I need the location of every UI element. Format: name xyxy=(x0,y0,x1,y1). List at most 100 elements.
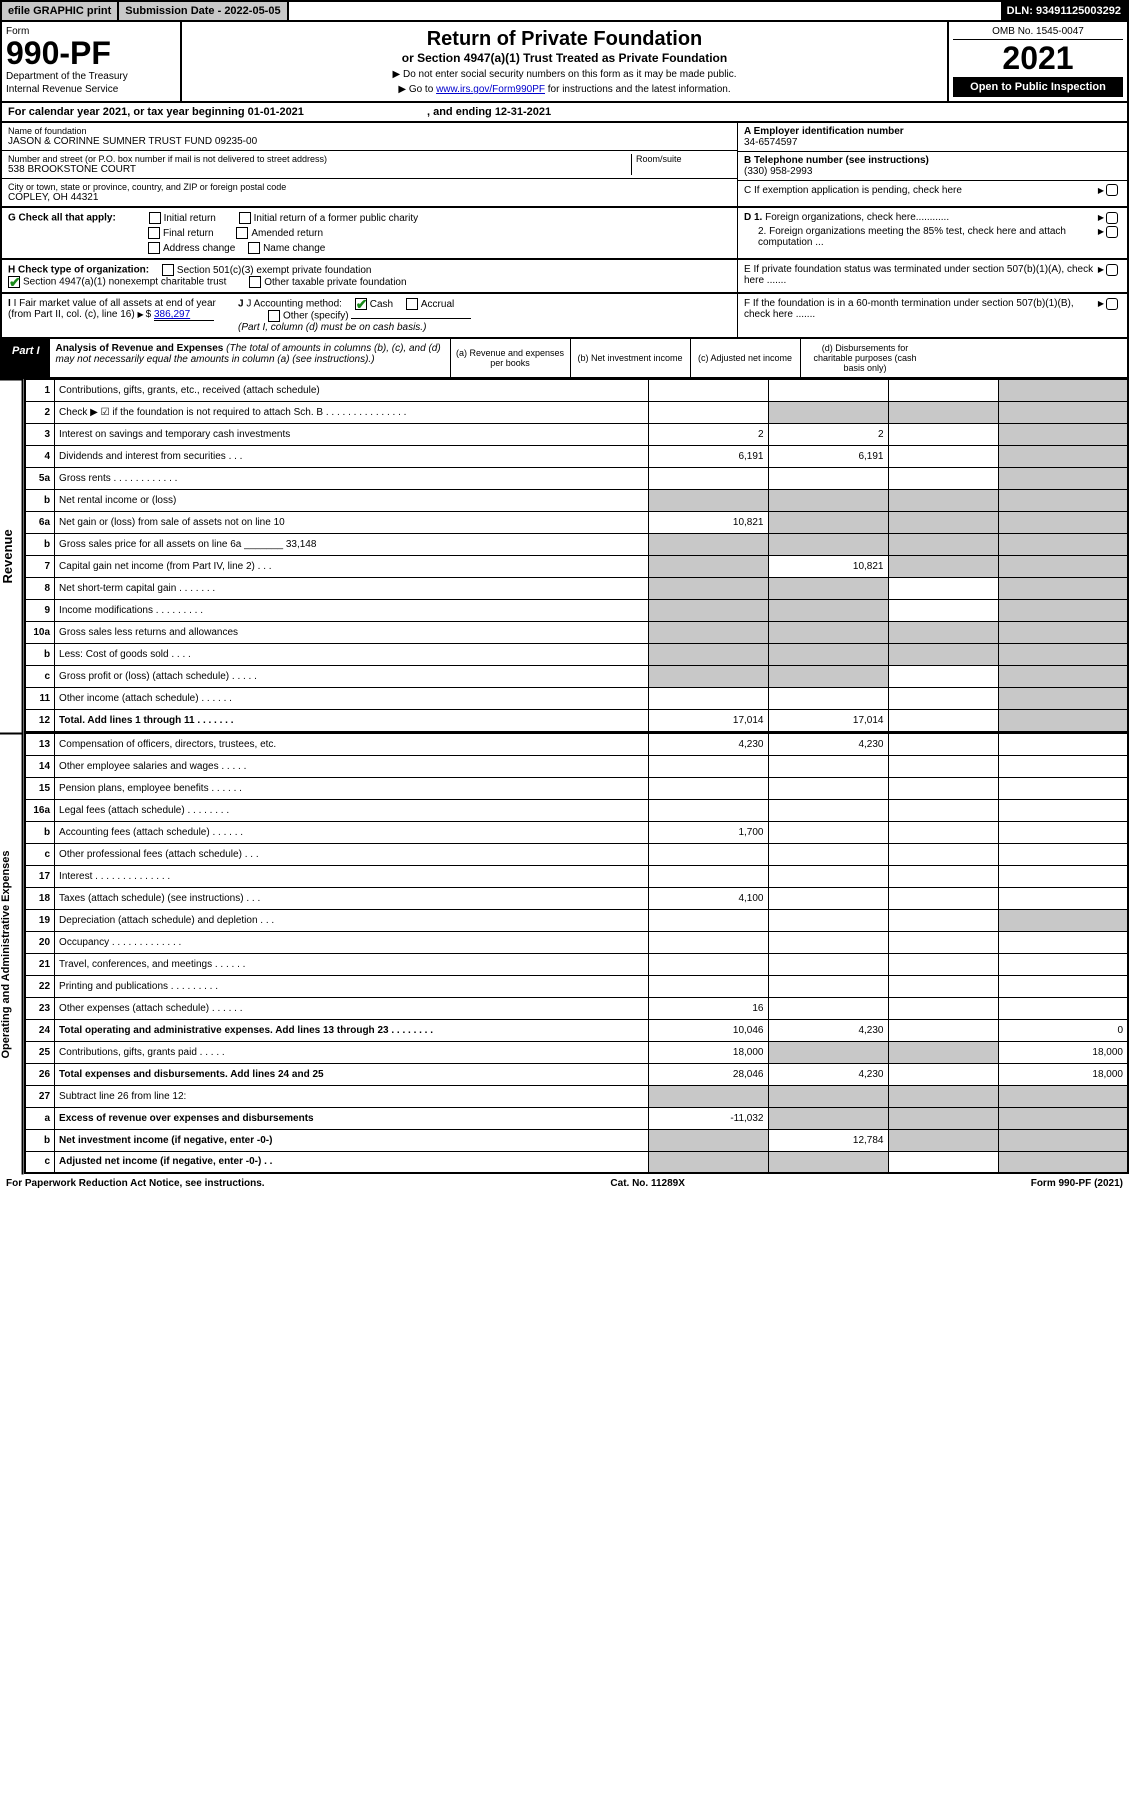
efile-label[interactable]: efile GRAPHIC print xyxy=(2,2,119,20)
irs-link[interactable]: www.irs.gov/Form990PF xyxy=(436,84,545,95)
table-row: bLess: Cost of goods sold . . . . xyxy=(25,644,1128,666)
expenses-side-label: Operating and Administrative Expenses xyxy=(0,733,24,1175)
part1-header: Part I Analysis of Revenue and Expenses … xyxy=(0,339,1129,379)
revenue-side-label: Revenue xyxy=(0,379,24,733)
form-number: 990-PF xyxy=(6,37,176,69)
table-row: 4Dividends and interest from securities … xyxy=(25,446,1128,468)
col-c-head: (c) Adjusted net income xyxy=(690,339,800,377)
table-row: 22Printing and publications . . . . . . … xyxy=(25,975,1128,997)
fmv-link[interactable]: 386,297 xyxy=(154,309,214,321)
part-label: Part I xyxy=(2,339,50,377)
phone-label: B Telephone number (see instructions) xyxy=(744,155,1121,166)
name-label: Name of foundation xyxy=(8,126,731,136)
phone: (330) 958-2993 xyxy=(744,166,1121,177)
form-title: Return of Private Foundation xyxy=(188,28,941,51)
table-row: cAdjusted net income (if negative, enter… xyxy=(25,1151,1128,1173)
tax-year: 2021 xyxy=(953,40,1123,77)
cb-d2[interactable] xyxy=(1106,226,1118,238)
table-row: bNet rental income or (loss) xyxy=(25,490,1128,512)
table-row: 26Total expenses and disbursements. Add … xyxy=(25,1063,1128,1085)
table-row: bNet investment income (if negative, ent… xyxy=(25,1129,1128,1151)
f-label: F If the foundation is in a 60-month ter… xyxy=(744,298,1098,320)
table-row: 6aNet gain or (loss) from sale of assets… xyxy=(25,512,1128,534)
note1: ▶ Do not enter social security numbers o… xyxy=(188,69,941,80)
cb-d1[interactable] xyxy=(1106,212,1118,224)
table-row: 3Interest on savings and temporary cash … xyxy=(25,424,1128,446)
cb-addrchange[interactable] xyxy=(148,242,160,254)
table-row: 9Income modifications . . . . . . . . . xyxy=(25,600,1128,622)
c-checkbox[interactable] xyxy=(1106,184,1118,196)
col-a-head: (a) Revenue and expenses per books xyxy=(450,339,570,377)
table-row: bAccounting fees (attach schedule) . . .… xyxy=(25,821,1128,843)
identification-block: Name of foundation JASON & CORINNE SUMNE… xyxy=(0,123,1129,208)
h-block: H Check type of organization: Section 50… xyxy=(0,260,1129,294)
cb-501c3[interactable] xyxy=(162,264,174,276)
table-row: 1Contributions, gifts, grants, etc., rec… xyxy=(25,380,1128,402)
g-h-block: G Check all that apply: Initial return I… xyxy=(0,208,1129,260)
table-row: 17Interest . . . . . . . . . . . . . . xyxy=(25,865,1128,887)
cb-amended[interactable] xyxy=(236,227,248,239)
cb-namechange[interactable] xyxy=(248,242,260,254)
form-ref: Form 990-PF (2021) xyxy=(1031,1178,1123,1189)
dept: Department of the Treasury xyxy=(6,71,176,82)
col-b-head: (b) Net investment income xyxy=(570,339,690,377)
table-row: 18Taxes (attach schedule) (see instructi… xyxy=(25,887,1128,909)
calendar-year-row: For calendar year 2021, or tax year begi… xyxy=(0,103,1129,123)
submission-date: Submission Date - 2022-05-05 xyxy=(119,2,288,20)
table-row: 8Net short-term capital gain . . . . . .… xyxy=(25,578,1128,600)
table-row: 5aGross rents . . . . . . . . . . . . xyxy=(25,468,1128,490)
i-j-block: I I Fair market value of all assets at e… xyxy=(0,294,1129,339)
h-label: H Check type of organization: xyxy=(8,265,149,276)
table-row: 2Check ▶ ☑ if the foundation is not requ… xyxy=(25,402,1128,424)
table-row: 14Other employee salaries and wages . . … xyxy=(25,755,1128,777)
open-inspection: Open to Public Inspection xyxy=(953,77,1123,97)
footer: For Paperwork Reduction Act Notice, see … xyxy=(0,1174,1129,1193)
expenses-table: 13Compensation of officers, directors, t… xyxy=(24,733,1129,1175)
city-label: City or town, state or province, country… xyxy=(8,182,731,192)
ein-label: A Employer identification number xyxy=(744,126,1121,137)
addr-label: Number and street (or P.O. box number if… xyxy=(8,154,631,164)
cb-final[interactable] xyxy=(148,227,160,239)
table-row: 24Total operating and administrative exp… xyxy=(25,1019,1128,1041)
g-label: G Check all that apply: xyxy=(8,213,116,224)
table-row: aExcess of revenue over expenses and dis… xyxy=(25,1107,1128,1129)
table-row: 13Compensation of officers, directors, t… xyxy=(25,733,1128,755)
cb-initial[interactable] xyxy=(149,212,161,224)
table-row: 23Other expenses (attach schedule) . . .… xyxy=(25,997,1128,1019)
cb-cash[interactable] xyxy=(355,298,367,310)
irs: Internal Revenue Service xyxy=(6,84,176,95)
omb: OMB No. 1545-0047 xyxy=(953,26,1123,40)
form-header: Form 990-PF Department of the Treasury I… xyxy=(0,22,1129,103)
dln: DLN: 93491125003292 xyxy=(1001,2,1127,20)
ein: 34-6574597 xyxy=(744,137,1121,148)
c-label: C If exemption application is pending, c… xyxy=(744,185,1098,196)
cb-f[interactable] xyxy=(1106,298,1118,310)
j-note: (Part I, column (d) must be on cash basi… xyxy=(238,322,731,333)
table-row: 21Travel, conferences, and meetings . . … xyxy=(25,953,1128,975)
table-row: 20Occupancy . . . . . . . . . . . . . xyxy=(25,931,1128,953)
revenue-table: 1Contributions, gifts, grants, etc., rec… xyxy=(24,379,1129,733)
table-row: 7Capital gain net income (from Part IV, … xyxy=(25,556,1128,578)
note2: ▶ Go to www.irs.gov/Form990PF for instru… xyxy=(188,84,941,95)
cb-other-tax[interactable] xyxy=(249,276,261,288)
table-row: bGross sales price for all assets on lin… xyxy=(25,534,1128,556)
topbar: efile GRAPHIC print Submission Date - 20… xyxy=(0,0,1129,22)
cb-other-acct[interactable] xyxy=(268,310,280,322)
cb-e[interactable] xyxy=(1106,264,1118,276)
cb-4947[interactable] xyxy=(8,276,20,288)
col-d-head: (d) Disbursements for charitable purpose… xyxy=(800,339,930,377)
e-label: E If private foundation status was termi… xyxy=(744,264,1098,286)
cat-no: Cat. No. 11289X xyxy=(610,1178,684,1189)
foundation-name: JASON & CORINNE SUMNER TRUST FUND 09235-… xyxy=(8,136,731,147)
table-row: 15Pension plans, employee benefits . . .… xyxy=(25,777,1128,799)
table-row: cGross profit or (loss) (attach schedule… xyxy=(25,666,1128,688)
table-row: 12Total. Add lines 1 through 11 . . . . … xyxy=(25,710,1128,732)
table-row: 19Depreciation (attach schedule) and dep… xyxy=(25,909,1128,931)
table-row: 27Subtract line 26 from line 12: xyxy=(25,1085,1128,1107)
cb-accrual[interactable] xyxy=(406,298,418,310)
table-row: cOther professional fees (attach schedul… xyxy=(25,843,1128,865)
cb-initial-former[interactable] xyxy=(239,212,251,224)
form-subtitle: or Section 4947(a)(1) Trust Treated as P… xyxy=(188,51,941,65)
city: COPLEY, OH 44321 xyxy=(8,192,731,203)
room-label: Room/suite xyxy=(636,154,731,164)
